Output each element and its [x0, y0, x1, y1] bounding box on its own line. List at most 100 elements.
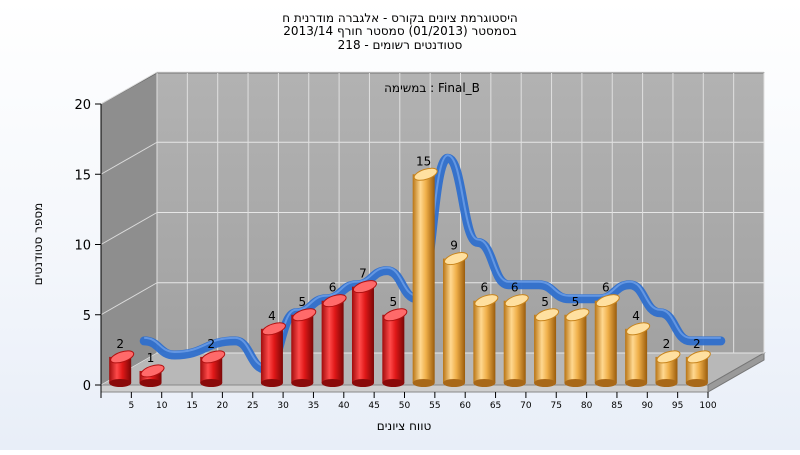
bar: 7	[351, 267, 377, 387]
x-tick-label: 90	[642, 401, 654, 411]
bar-base	[291, 379, 314, 387]
bar-value-label: 2	[207, 337, 215, 351]
bar-body	[260, 328, 283, 383]
bar: 15	[412, 154, 438, 387]
bar-body	[655, 356, 678, 383]
bar-value-label: 5	[541, 295, 549, 309]
bar-body	[291, 314, 314, 383]
bar-value-label: 1	[147, 351, 155, 365]
x-tick-label: 80	[581, 401, 593, 411]
x-tick-label: 70	[520, 401, 532, 411]
x-tick-label: 25	[247, 401, 258, 411]
y-tick-label: 10	[74, 239, 91, 254]
bar: 2	[655, 337, 681, 387]
title-line-2: בסמסטר (01/2013) סמסטר חורף 2013/14	[283, 24, 516, 38]
x-tick-label: 30	[277, 401, 289, 411]
bar-cap	[656, 350, 681, 364]
bar-cap	[201, 350, 226, 364]
x-tick-label: 40	[338, 401, 350, 411]
bar-value-label: 6	[481, 281, 489, 295]
gridline-side	[100, 212, 158, 245]
x-tick-label: 50	[399, 401, 411, 411]
bar-base	[109, 379, 132, 387]
bar: 2	[109, 337, 135, 387]
x-axis-label: טווח ציונים	[377, 419, 432, 433]
bar-cap	[140, 364, 165, 378]
bar-base	[139, 379, 162, 387]
bar-base	[685, 379, 708, 387]
bar-body	[503, 300, 526, 383]
bar-base	[412, 379, 435, 387]
floor-front-edge	[100, 384, 709, 393]
x-tick-label: 85	[611, 401, 622, 411]
bar-cap	[565, 308, 590, 322]
bar: 6	[473, 281, 499, 387]
bar: 5	[564, 295, 590, 387]
bar: 9	[443, 239, 469, 387]
x-tick-label: 100	[699, 401, 716, 411]
bar-body	[625, 328, 648, 383]
x-tick-label: 55	[429, 401, 440, 411]
bar: 5	[534, 295, 560, 387]
bar-body	[382, 314, 405, 383]
bar-value-label: 7	[359, 267, 367, 281]
bar-cap	[444, 252, 469, 266]
bar-body	[412, 174, 435, 383]
bar: 4	[260, 309, 286, 387]
bar-cap	[322, 294, 347, 308]
bar-cap	[595, 294, 620, 308]
bar-value-label: 6	[602, 281, 610, 295]
bar: 6	[594, 281, 620, 387]
bar-cap	[535, 308, 560, 322]
bar-body	[473, 300, 496, 383]
x-tick-label: 10	[156, 401, 168, 411]
bar-value-label: 5	[298, 295, 306, 309]
bar-cap	[413, 167, 438, 181]
bar-cap	[292, 308, 317, 322]
floor-right-edge	[707, 352, 765, 393]
bar-base	[260, 379, 283, 387]
bar-base	[443, 379, 466, 387]
bar-value-label: 2	[116, 337, 124, 351]
bar-body	[534, 314, 557, 383]
bar: 2	[200, 337, 226, 387]
bar-base	[655, 379, 678, 387]
x-tick-label: 45	[368, 401, 379, 411]
bar: 1	[139, 351, 165, 387]
chart-title: היסטוגרמת ציונים בקורס - אלגברה מודרנית …	[282, 11, 517, 52]
bar-cap	[261, 322, 286, 336]
bar-cap	[626, 322, 651, 336]
bar-body	[109, 356, 132, 383]
y-tick-label: 5	[83, 309, 91, 324]
bar-value-label: 4	[268, 309, 276, 323]
bar-body	[321, 300, 344, 383]
x-tick-label: 65	[490, 401, 501, 411]
bar-value-label: 2	[693, 337, 701, 351]
x-tick-label: 60	[459, 401, 471, 411]
bar-base	[200, 379, 223, 387]
bar-value-label: 6	[329, 281, 337, 295]
bar-base	[594, 379, 617, 387]
bar-cap	[504, 294, 529, 308]
annotation-label: במשימה : Final_B	[384, 81, 480, 95]
y-axis-label: מספר סטודנטים	[31, 203, 45, 286]
bar: 5	[382, 295, 408, 387]
bar-body	[351, 286, 374, 383]
bar-value-label: 5	[390, 295, 398, 309]
bar-body	[685, 356, 708, 383]
x-tick-label: 95	[672, 401, 683, 411]
title-line-3: סטודנטים רשומים - 218	[338, 38, 463, 52]
bar-cap	[686, 350, 711, 364]
gridline-side	[100, 71, 158, 105]
bar-value-label: 15	[416, 154, 431, 168]
bar-base	[321, 379, 344, 387]
gridline-side	[100, 282, 158, 316]
bar-body	[564, 314, 587, 383]
x-tick-label: 35	[308, 401, 319, 411]
y-tick-label: 20	[74, 98, 91, 113]
bar: 2	[685, 337, 711, 387]
bar-base	[351, 379, 374, 387]
